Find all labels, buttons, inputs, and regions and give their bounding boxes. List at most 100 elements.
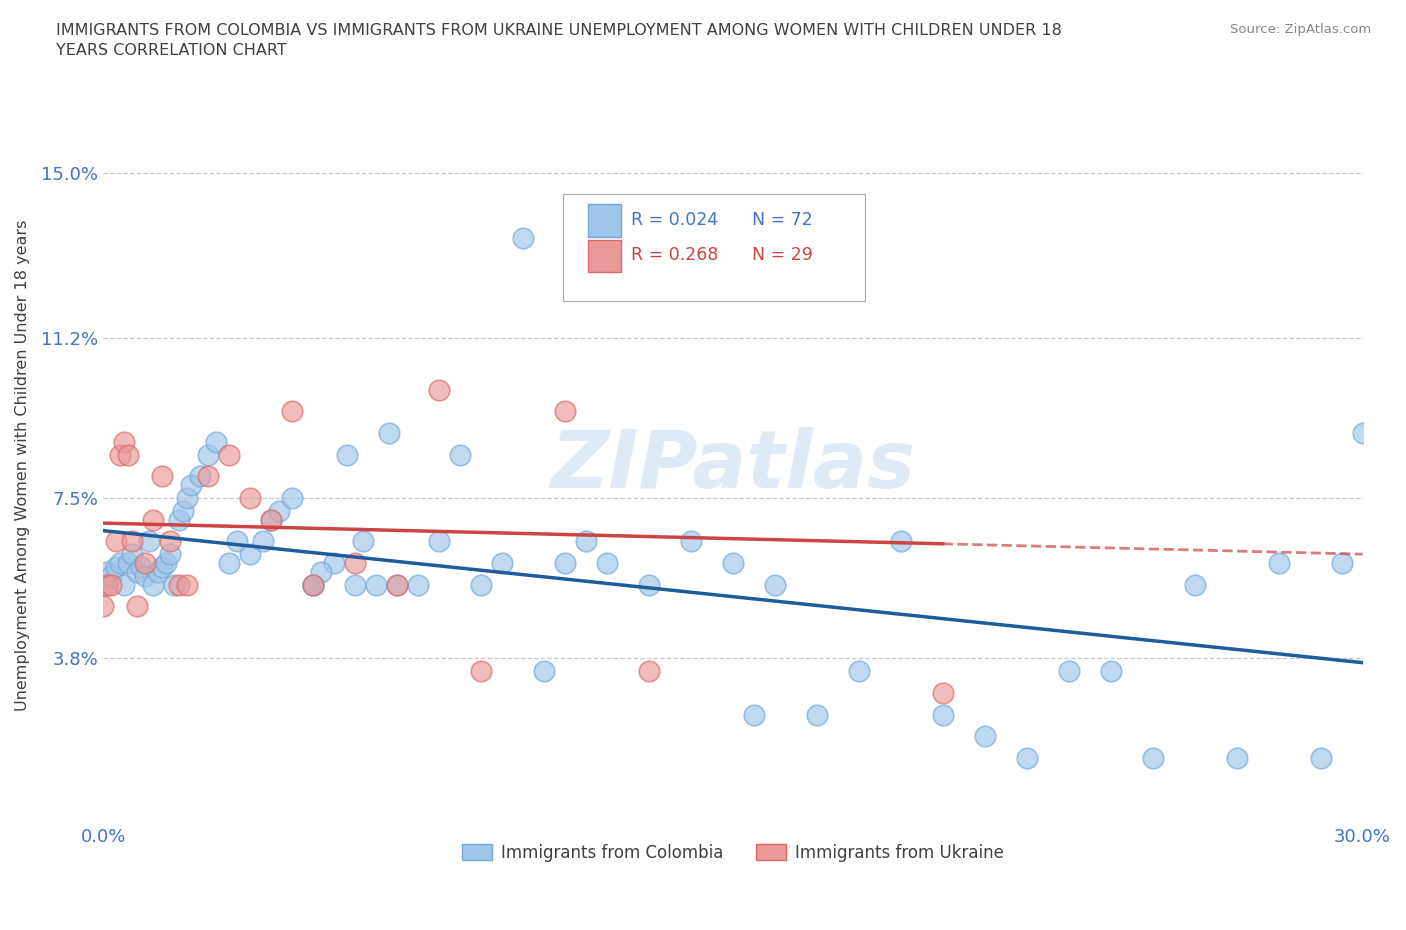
Point	[176, 491, 198, 506]
Point	[252, 534, 274, 549]
Point	[159, 534, 181, 549]
Point	[260, 512, 283, 527]
Point	[1330, 555, 1353, 570]
Point	[96, 578, 118, 592]
Point	[1351, 426, 1374, 441]
Text: Source: ZipAtlas.com: Source: ZipAtlas.com	[1230, 23, 1371, 36]
Text: N = 72: N = 72	[752, 210, 813, 229]
Point	[427, 534, 450, 549]
Point	[150, 469, 173, 484]
Point	[302, 578, 325, 592]
Point	[260, 512, 283, 527]
Point	[100, 568, 122, 583]
Point	[1099, 664, 1122, 679]
Point	[142, 578, 165, 592]
Text: R = 0.268: R = 0.268	[631, 246, 718, 264]
Point	[125, 599, 148, 614]
Point	[302, 578, 325, 592]
Point	[117, 447, 139, 462]
Point	[167, 512, 190, 527]
Point	[176, 578, 198, 592]
Point	[96, 565, 118, 579]
Point	[104, 560, 127, 575]
Point	[554, 404, 576, 418]
Point	[848, 664, 870, 679]
Point	[1226, 751, 1249, 765]
Point	[742, 708, 765, 723]
Point	[108, 555, 131, 570]
Text: IMMIGRANTS FROM COLOMBIA VS IMMIGRANTS FROM UKRAINE UNEMPLOYMENT AMONG WOMEN WIT: IMMIGRANTS FROM COLOMBIA VS IMMIGRANTS F…	[56, 23, 1062, 58]
Point	[163, 578, 186, 592]
Point	[91, 578, 114, 592]
Point	[343, 555, 366, 570]
Point	[197, 469, 219, 484]
Point	[352, 534, 374, 549]
Point	[150, 560, 173, 575]
Point	[197, 447, 219, 462]
Point	[377, 426, 399, 441]
Text: R = 0.024: R = 0.024	[631, 210, 718, 229]
Point	[112, 578, 135, 592]
Legend: Immigrants from Colombia, Immigrants from Ukraine: Immigrants from Colombia, Immigrants fro…	[456, 837, 1010, 869]
Point	[406, 578, 429, 592]
Point	[180, 478, 202, 493]
Point	[91, 599, 114, 614]
Point	[470, 578, 492, 592]
Point	[205, 434, 228, 449]
Point	[239, 491, 262, 506]
Point	[129, 560, 152, 575]
Point	[890, 534, 912, 549]
FancyBboxPatch shape	[562, 193, 865, 301]
Point	[427, 382, 450, 397]
Point	[721, 555, 744, 570]
Point	[763, 578, 786, 592]
Point	[343, 578, 366, 592]
Point	[1184, 578, 1206, 592]
Point	[364, 578, 387, 592]
Point	[226, 534, 249, 549]
Point	[323, 555, 346, 570]
Point	[385, 578, 408, 592]
Point	[121, 534, 143, 549]
Point	[932, 708, 955, 723]
Point	[554, 555, 576, 570]
FancyBboxPatch shape	[588, 240, 620, 272]
Point	[449, 447, 471, 462]
Point	[385, 578, 408, 592]
Point	[1057, 664, 1080, 679]
Point	[1015, 751, 1038, 765]
Point	[100, 578, 122, 592]
Point	[1267, 555, 1289, 570]
FancyBboxPatch shape	[588, 204, 620, 237]
Point	[637, 664, 659, 679]
Point	[117, 555, 139, 570]
Point	[167, 578, 190, 592]
Point	[269, 504, 291, 519]
Point	[470, 664, 492, 679]
Point	[155, 555, 177, 570]
Point	[112, 434, 135, 449]
Point	[302, 578, 325, 592]
Text: N = 29: N = 29	[752, 246, 813, 264]
Point	[533, 664, 555, 679]
Point	[281, 491, 304, 506]
Point	[596, 555, 619, 570]
Point	[121, 547, 143, 562]
Point	[973, 729, 995, 744]
Point	[281, 404, 304, 418]
Point	[138, 534, 160, 549]
Point	[142, 512, 165, 527]
Point	[159, 547, 181, 562]
Point	[134, 568, 156, 583]
Point	[239, 547, 262, 562]
Point	[512, 231, 534, 246]
Point	[932, 685, 955, 700]
Point	[336, 447, 359, 462]
Point	[311, 565, 333, 579]
Point	[218, 555, 240, 570]
Point	[104, 534, 127, 549]
Text: ZIPatlas: ZIPatlas	[550, 427, 915, 505]
Point	[491, 555, 513, 570]
Point	[679, 534, 702, 549]
Point	[806, 708, 828, 723]
